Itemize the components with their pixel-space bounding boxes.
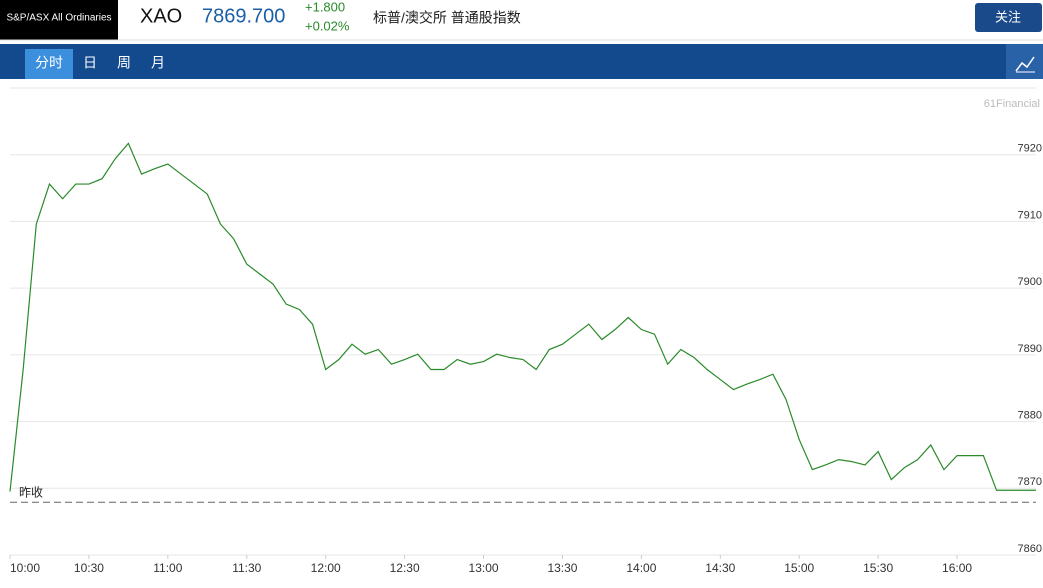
index-name: S&P/ASX All Ordinaries — [6, 13, 111, 24]
x-tick-label: 15:30 — [863, 561, 893, 575]
change: +1.800 — [305, 0, 345, 14]
x-tick-label: 14:00 — [626, 561, 656, 575]
y-tick-label: 7900 — [1018, 276, 1042, 288]
x-tick-label: 16:00 — [942, 561, 972, 575]
price: 7869.700 — [202, 5, 285, 27]
full-name: 标普/澳交所 普通股指数 — [373, 10, 521, 26]
y-tick-label: 7860 — [1018, 543, 1042, 555]
tab-label[interactable]: 周 — [117, 55, 131, 71]
x-tick-label: 15:00 — [784, 561, 814, 575]
x-tick-label: 14:30 — [705, 561, 735, 575]
y-tick-label: 7920 — [1018, 143, 1042, 155]
x-tick-label: 11:30 — [232, 561, 261, 575]
follow-button[interactable] — [975, 3, 1042, 32]
y-tick-label: 7880 — [1018, 409, 1042, 421]
change-pct: +0.02% — [305, 18, 350, 33]
tab-label[interactable]: 日 — [83, 55, 97, 71]
y-tick-label: 7910 — [1018, 209, 1042, 221]
prev-close-label: 昨收 — [19, 485, 43, 499]
follow-label: 关注 — [995, 9, 1021, 24]
index-badge — [0, 0, 118, 40]
x-tick-label: 12:00 — [311, 561, 341, 575]
active-tab[interactable] — [25, 49, 73, 79]
watermark: 61Financial — [984, 98, 1040, 110]
price-line — [9, 142, 1036, 492]
x-tick-label: 13:30 — [547, 561, 577, 575]
tab-label[interactable]: 分时 — [35, 55, 63, 71]
y-tick-label: 7890 — [1018, 343, 1042, 355]
x-tick-label: 11:00 — [153, 561, 182, 575]
tab-bar — [0, 44, 1043, 79]
x-tick-label: 10:30 — [74, 561, 104, 575]
x-tick-label: 13:00 — [469, 561, 499, 575]
y-tick-label: 7870 — [1018, 476, 1042, 488]
x-tick-label: 12:30 — [390, 561, 420, 575]
tab-label[interactable]: 月 — [151, 55, 165, 71]
x-tick-label: 10:00 — [10, 561, 40, 575]
chart-icon — [1015, 56, 1035, 72]
chart-icon-button[interactable] — [1006, 44, 1043, 79]
symbol: XAO — [140, 5, 182, 27]
